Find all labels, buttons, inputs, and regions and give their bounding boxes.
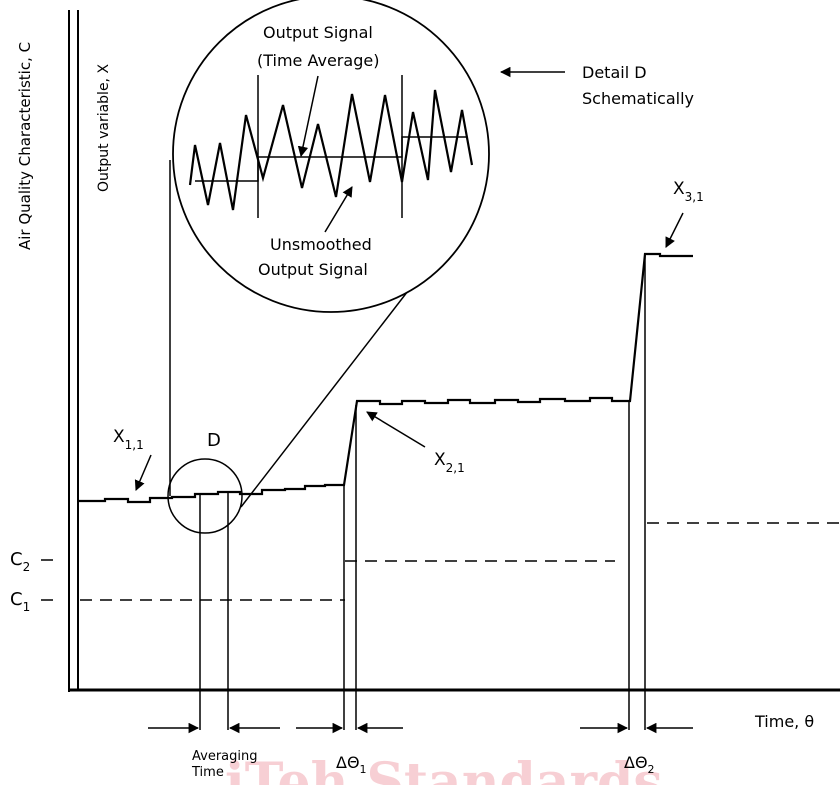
step1-interval-lines (343, 405, 357, 730)
c2-sub: 2 (23, 560, 31, 574)
output-signal-pointer (297, 75, 319, 158)
svg-text:C1: C1 (10, 589, 30, 614)
dtheta1-sub: 1 (360, 763, 367, 776)
svg-text:C2: C2 (10, 549, 30, 574)
output-signal-label-1: Output Signal (263, 23, 373, 42)
unsmoothed-pointer (324, 186, 353, 233)
x11-base: X (113, 427, 125, 447)
dtheta2-sub: 2 (648, 763, 655, 776)
step2-interval-lines (628, 256, 646, 730)
c2-base: C (10, 549, 23, 570)
x21-pointer (366, 411, 426, 448)
magnified-detail-circle (172, 0, 490, 313)
x11-pointer (134, 454, 152, 491)
time-average-line (195, 136, 467, 182)
magnified-signal (188, 75, 474, 218)
detail-callout-label-2: Schematically (582, 89, 694, 108)
x11-sub: 1,1 (125, 438, 144, 452)
detail-d-label: D (207, 430, 221, 451)
y-axis-inner-label: Output variable, X (96, 64, 112, 192)
detail-callout-label-1: Detail D (582, 63, 647, 82)
output-signal-label-2: (Time Average) (257, 51, 379, 70)
y-axis-outer-label: Air Quality Characteristic, C (16, 42, 34, 250)
watermark-text: iTeh Standards (225, 752, 663, 785)
x21-base: X (434, 450, 446, 470)
unsmoothed-label-2: Output Signal (258, 260, 368, 279)
averaging-time-label-2: Time (191, 765, 224, 780)
x31-label: X3,1 (673, 179, 704, 204)
unsmoothed-label-1: Unsmoothed (270, 235, 372, 254)
threshold-lines (80, 522, 840, 601)
c1-marker: C1 (10, 589, 53, 614)
x-axis-label: Time, θ (754, 712, 814, 731)
x31-base: X (673, 179, 685, 199)
c1-base: C (10, 589, 23, 610)
dtheta2-label: ΔΘ2 (624, 753, 655, 776)
unsmoothed-output-signal (188, 89, 474, 211)
x31-sub: 3,1 (685, 190, 704, 204)
c2-marker: C2 (10, 549, 53, 574)
dtheta1-label: ΔΘ1 (336, 753, 367, 776)
x11-label: X1,1 (113, 427, 144, 452)
dtheta1-base: ΔΘ (336, 753, 360, 772)
x21-label: X2,1 (434, 450, 465, 475)
dtheta2-base: ΔΘ (624, 753, 648, 772)
output-signal-line (78, 252, 693, 504)
x31-pointer (665, 212, 684, 248)
axes (68, 10, 840, 692)
averaging-time-label-1: Averaging (192, 749, 258, 764)
c1-sub: 1 (23, 600, 31, 614)
detail-d-circle (167, 458, 243, 534)
x21-sub: 2,1 (446, 461, 465, 475)
